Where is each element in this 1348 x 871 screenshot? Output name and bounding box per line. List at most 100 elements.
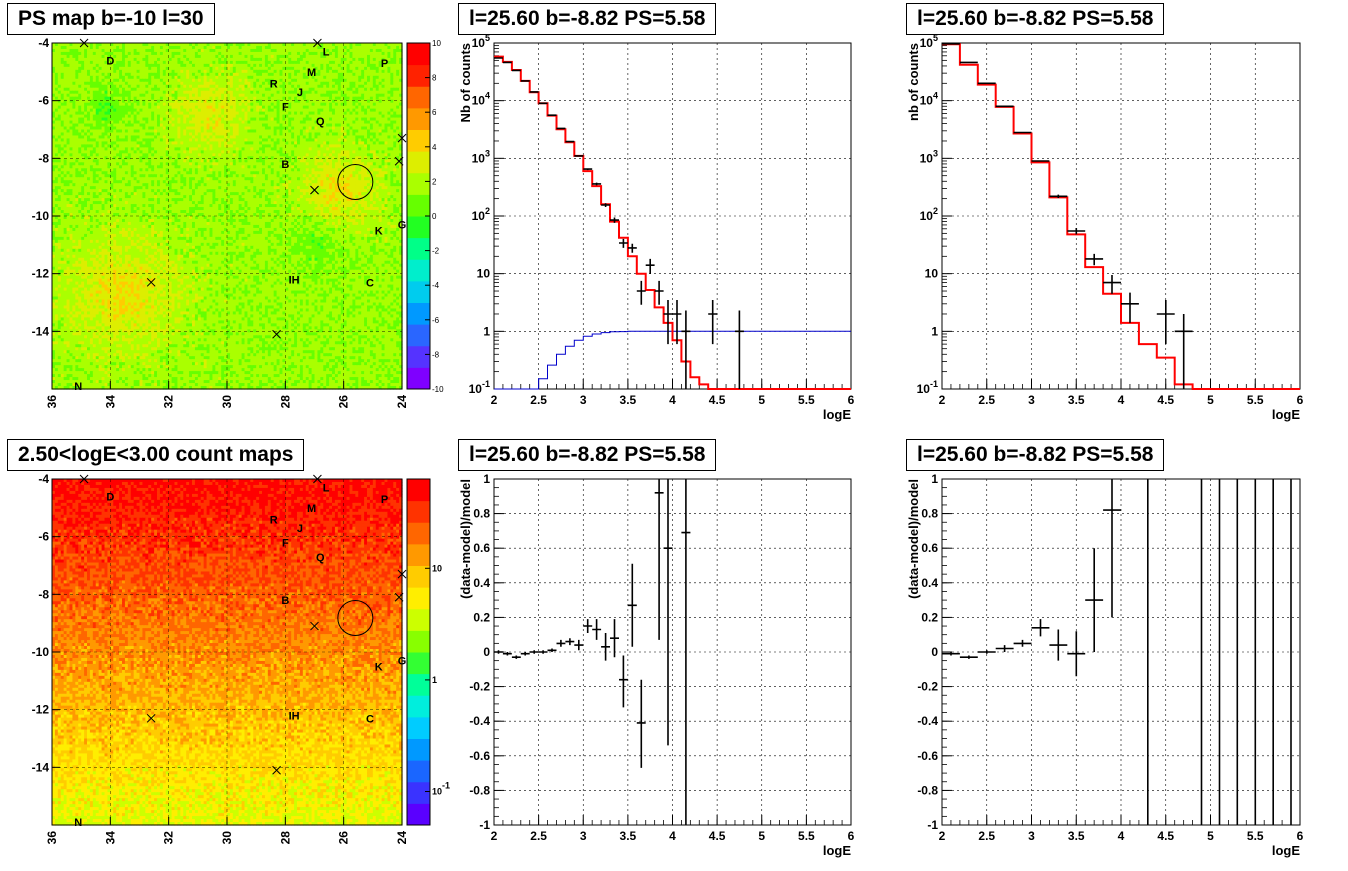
heatmap-cell bbox=[297, 99, 301, 104]
heatmap-cell bbox=[75, 120, 79, 125]
heatmap-cell bbox=[308, 96, 313, 101]
heatmap-cell bbox=[151, 93, 155, 98]
heatmap-cell bbox=[361, 87, 365, 92]
heatmap-cell bbox=[352, 105, 356, 110]
heatmap-cell bbox=[130, 43, 135, 47]
heatmap-cell bbox=[113, 93, 117, 98]
heatmap-cell bbox=[212, 90, 216, 95]
heatmap-cell bbox=[320, 114, 324, 119]
heatmap-cell bbox=[227, 108, 231, 113]
heatmap-cell bbox=[235, 90, 240, 95]
heatmap-cell bbox=[340, 72, 345, 77]
heatmap-cell bbox=[124, 72, 129, 77]
heatmap-cell bbox=[367, 99, 371, 104]
heatmap-cell bbox=[369, 54, 374, 59]
heatmap-cell bbox=[189, 111, 193, 116]
heatmap-cell bbox=[372, 108, 377, 113]
heatmap-cell bbox=[101, 99, 106, 104]
heatmap-cell bbox=[75, 96, 79, 101]
heatmap-cell bbox=[57, 117, 62, 122]
heatmap-cell bbox=[387, 102, 391, 107]
heatmap-cell bbox=[367, 60, 371, 65]
heatmap-cell bbox=[98, 69, 103, 74]
heatmap-cell bbox=[259, 102, 263, 107]
heatmap-cell bbox=[349, 111, 354, 116]
heatmap-cell bbox=[276, 87, 281, 92]
heatmap-cell bbox=[387, 87, 391, 92]
heatmap-cell bbox=[145, 51, 149, 56]
heatmap-cell bbox=[162, 66, 167, 71]
heatmap-cell bbox=[253, 66, 257, 71]
heatmap-cell bbox=[326, 117, 330, 122]
heatmap-cell bbox=[186, 81, 190, 86]
heatmap-cell bbox=[334, 90, 339, 95]
heatmap-cell bbox=[148, 93, 152, 98]
heatmap-cell bbox=[54, 63, 59, 68]
heatmap-cell bbox=[372, 57, 377, 62]
heatmap-cell bbox=[81, 105, 85, 110]
heatmap-cell bbox=[332, 69, 336, 74]
heatmap-cell bbox=[267, 90, 272, 95]
heatmap-cell bbox=[87, 114, 91, 119]
heatmap-cell bbox=[157, 102, 161, 107]
heatmap-cell bbox=[314, 81, 319, 86]
heatmap-cell bbox=[87, 60, 91, 65]
heatmap-cell bbox=[101, 93, 106, 98]
heatmap-cell bbox=[323, 72, 327, 77]
heatmap-cell bbox=[235, 57, 240, 62]
heatmap-cell bbox=[238, 57, 243, 62]
heatmap-cell bbox=[264, 111, 269, 116]
heatmap-cell bbox=[159, 54, 164, 59]
heatmap-cell bbox=[72, 99, 76, 104]
heatmap-cell bbox=[282, 63, 286, 68]
heatmap-cell bbox=[229, 63, 234, 68]
heatmap-cell bbox=[72, 111, 76, 116]
heatmap-cell bbox=[270, 81, 275, 86]
heatmap-cell bbox=[107, 66, 111, 71]
heatmap-cell bbox=[367, 114, 371, 119]
heatmap-cell bbox=[276, 69, 281, 74]
heatmap-cell bbox=[267, 96, 272, 101]
heatmap-cell bbox=[332, 72, 336, 77]
heatmap-cell bbox=[203, 90, 208, 95]
heatmap-cell bbox=[326, 63, 330, 68]
heatmap-cell bbox=[264, 43, 269, 47]
heatmap-cell bbox=[189, 105, 193, 110]
heatmap-cell bbox=[203, 66, 208, 71]
heatmap-cell bbox=[256, 72, 260, 77]
heatmap-cell bbox=[340, 96, 345, 101]
heatmap-cell bbox=[378, 48, 383, 53]
heatmap-cell bbox=[343, 69, 348, 74]
heatmap-cell bbox=[142, 105, 146, 110]
heatmap-cell bbox=[235, 111, 240, 116]
heatmap-cell bbox=[267, 48, 272, 53]
heatmap-cell bbox=[267, 51, 272, 56]
heatmap-cell bbox=[399, 45, 403, 50]
heatmap-cell bbox=[285, 54, 289, 59]
heatmap-cell bbox=[168, 60, 173, 65]
heatmap-cell bbox=[291, 111, 295, 116]
heatmap-cell bbox=[361, 96, 365, 101]
heatmap-cell bbox=[136, 43, 141, 47]
heatmap-cell bbox=[200, 87, 205, 92]
heatmap-cell bbox=[157, 111, 161, 116]
heatmap-cell bbox=[95, 93, 100, 98]
heatmap-cell bbox=[92, 72, 97, 77]
heatmap-cell bbox=[285, 43, 289, 47]
heatmap-cell bbox=[337, 99, 342, 104]
heatmap-cell bbox=[390, 63, 394, 68]
heatmap-cell bbox=[238, 108, 243, 113]
heatmap-cell bbox=[72, 51, 76, 56]
heatmap-cell bbox=[60, 108, 65, 113]
heatmap-cell bbox=[291, 48, 295, 53]
heatmap-cell bbox=[63, 120, 68, 125]
heatmap-cell bbox=[78, 78, 82, 83]
heatmap-cell bbox=[180, 60, 184, 65]
heatmap-cell bbox=[232, 69, 237, 74]
heatmap-cell bbox=[229, 60, 234, 65]
heatmap-cell bbox=[267, 102, 272, 107]
heatmap-cell bbox=[177, 87, 181, 92]
heatmap-cell bbox=[346, 63, 351, 68]
heatmap-cell bbox=[232, 54, 237, 59]
heatmap-cell bbox=[393, 117, 397, 122]
